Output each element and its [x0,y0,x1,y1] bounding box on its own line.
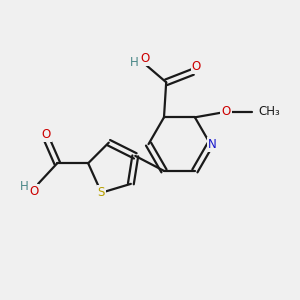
Text: O: O [42,128,51,141]
Text: H: H [130,56,139,69]
Text: O: O [192,60,201,73]
Text: O: O [221,105,231,118]
Text: O: O [29,185,38,198]
Text: O: O [140,52,150,64]
Text: S: S [98,186,105,199]
Text: H: H [20,180,28,193]
Text: CH₃: CH₃ [258,105,280,118]
Text: N: N [208,138,216,151]
